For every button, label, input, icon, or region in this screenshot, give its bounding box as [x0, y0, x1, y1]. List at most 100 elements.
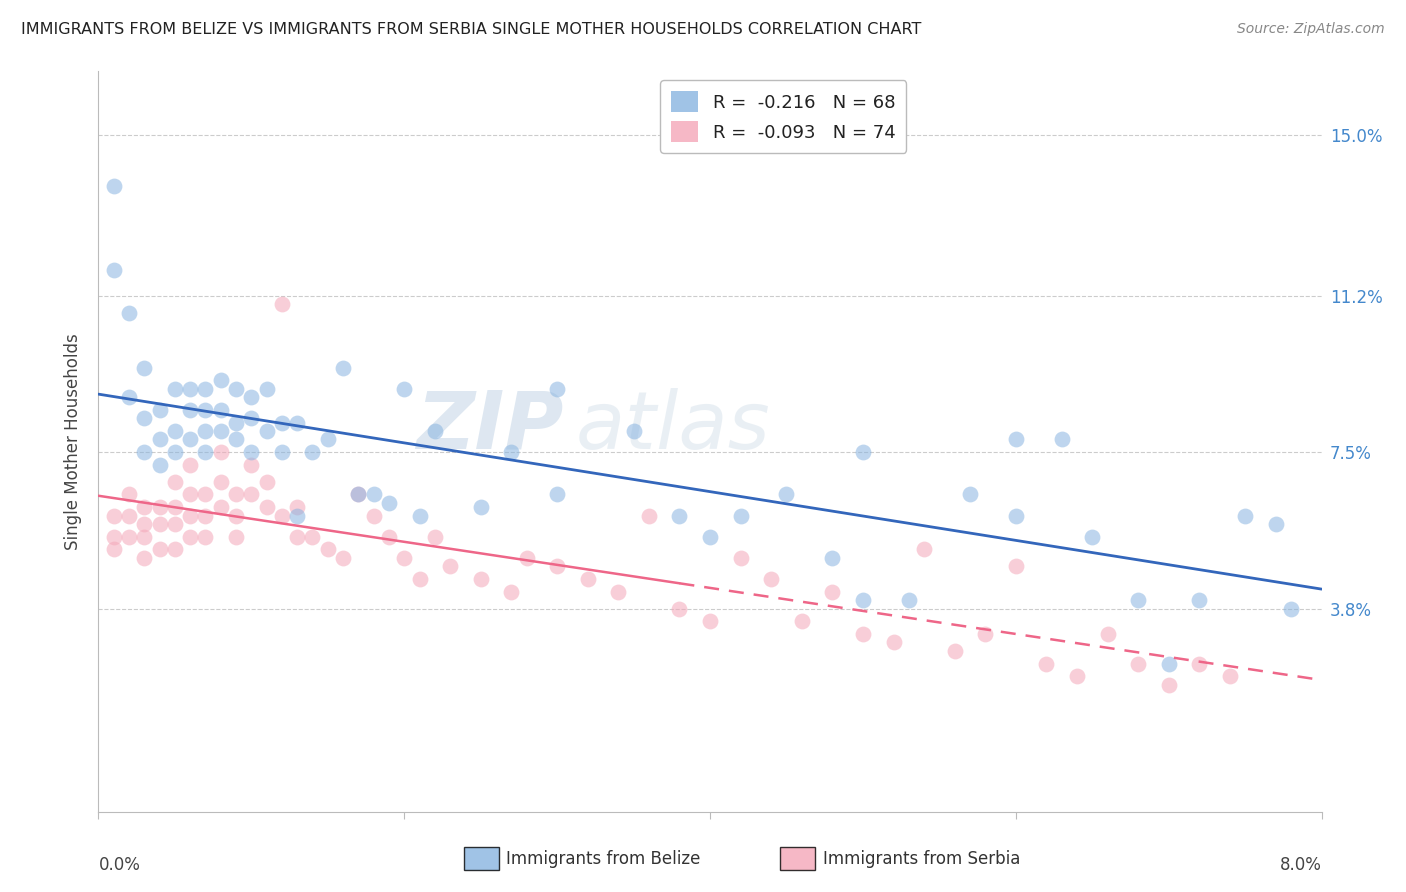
Point — [470, 500, 492, 515]
Point — [194, 508, 217, 523]
Point — [1157, 678, 1180, 692]
Point — [194, 424, 217, 438]
Point — [1128, 657, 1150, 671]
Point — [240, 390, 263, 404]
Point — [775, 487, 797, 501]
Point — [974, 627, 997, 641]
Point — [546, 559, 568, 574]
Point — [546, 487, 568, 501]
Point — [943, 644, 966, 658]
Point — [607, 584, 630, 599]
Text: Immigrants from Serbia: Immigrants from Serbia — [823, 849, 1019, 868]
Point — [392, 550, 416, 565]
Point — [103, 263, 125, 277]
Point — [256, 500, 278, 515]
Point — [270, 445, 294, 459]
Point — [194, 445, 217, 459]
Text: 8.0%: 8.0% — [1279, 856, 1322, 874]
Text: IMMIGRANTS FROM BELIZE VS IMMIGRANTS FROM SERBIA SINGLE MOTHER HOUSEHOLDS CORREL: IMMIGRANTS FROM BELIZE VS IMMIGRANTS FRO… — [21, 22, 921, 37]
Point — [179, 487, 201, 501]
Point — [501, 445, 523, 459]
Point — [209, 475, 232, 489]
Point — [134, 516, 156, 531]
Point — [790, 615, 813, 629]
Point — [546, 382, 568, 396]
Point — [1050, 433, 1073, 447]
Point — [118, 530, 141, 544]
Point — [149, 516, 172, 531]
Point — [103, 508, 125, 523]
Point — [134, 445, 156, 459]
Point — [423, 424, 446, 438]
Point — [240, 411, 263, 425]
Point — [959, 487, 981, 501]
Point — [179, 458, 201, 472]
Point — [699, 530, 721, 544]
Point — [194, 487, 217, 501]
Point — [149, 500, 172, 515]
Point — [118, 508, 141, 523]
Point — [163, 475, 186, 489]
Point — [1128, 593, 1150, 607]
Point — [1264, 516, 1286, 531]
Point — [363, 487, 385, 501]
Point — [240, 487, 263, 501]
Point — [134, 411, 156, 425]
Point — [225, 530, 247, 544]
Point — [1219, 669, 1241, 683]
Point — [378, 496, 401, 510]
Point — [285, 500, 308, 515]
Point — [149, 542, 172, 557]
Point — [179, 508, 201, 523]
Point — [285, 416, 308, 430]
Point — [134, 500, 156, 515]
Point — [347, 487, 370, 501]
Point — [1035, 657, 1057, 671]
Point — [134, 530, 156, 544]
Point — [897, 593, 920, 607]
Point — [363, 508, 385, 523]
Point — [103, 542, 125, 557]
Text: atlas: atlas — [575, 388, 770, 466]
Point — [347, 487, 370, 501]
Point — [378, 530, 401, 544]
Point — [301, 445, 323, 459]
Point — [332, 360, 354, 375]
Point — [270, 508, 294, 523]
Point — [103, 530, 125, 544]
Point — [209, 445, 232, 459]
Point — [1066, 669, 1088, 683]
Text: Immigrants from Belize: Immigrants from Belize — [506, 849, 700, 868]
Point — [225, 416, 247, 430]
Point — [1234, 508, 1257, 523]
Point — [1004, 559, 1026, 574]
Point — [285, 508, 308, 523]
Point — [179, 530, 201, 544]
Point — [1081, 530, 1104, 544]
Point — [637, 508, 661, 523]
Point — [285, 530, 308, 544]
Point — [225, 433, 247, 447]
Point — [301, 530, 323, 544]
Point — [225, 382, 247, 396]
Point — [668, 601, 690, 615]
Point — [240, 445, 263, 459]
Point — [163, 445, 186, 459]
Point — [852, 627, 875, 641]
Point — [852, 445, 875, 459]
Point — [194, 530, 217, 544]
Point — [1004, 433, 1026, 447]
Point — [118, 390, 141, 404]
Point — [883, 635, 905, 649]
Point — [408, 508, 430, 523]
Point — [668, 508, 690, 523]
Point — [256, 424, 278, 438]
Point — [852, 593, 875, 607]
Point — [163, 500, 186, 515]
Point — [1188, 657, 1211, 671]
Point — [134, 550, 156, 565]
Point — [163, 424, 186, 438]
Point — [699, 615, 721, 629]
Point — [408, 572, 430, 586]
Text: 0.0%: 0.0% — [98, 856, 141, 874]
